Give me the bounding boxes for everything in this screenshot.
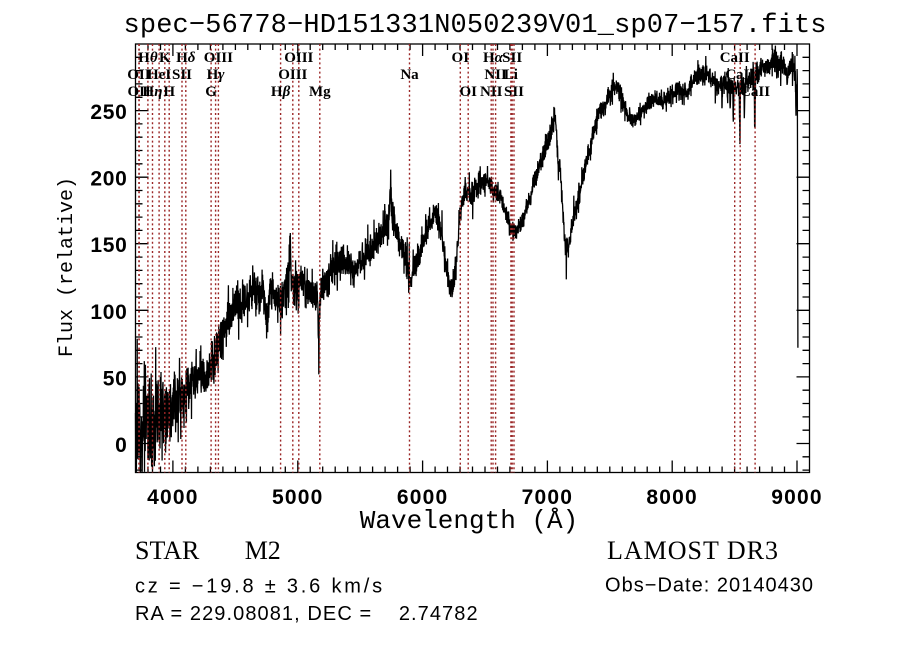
svg-text:Obs−Date: 20140430: Obs−Date: 20140430 — [605, 575, 814, 597]
svg-text:250: 250 — [90, 101, 127, 124]
svg-text:150: 150 — [90, 234, 127, 257]
svg-text:Na: Na — [400, 67, 419, 83]
svg-text:Hα: Hα — [483, 50, 504, 66]
svg-text:RA = 229.08081, DEC = 2.747: RA = 229.08081, DEC = 2.74782 — [135, 603, 479, 625]
svg-text:NII: NII — [484, 67, 507, 83]
svg-text:SII: SII — [502, 50, 522, 66]
svg-text:CaII: CaII — [725, 67, 755, 83]
svg-text:5000: 5000 — [272, 486, 324, 509]
svg-text:K: K — [159, 50, 171, 66]
svg-text:SII: SII — [504, 84, 524, 100]
svg-text:NII: NII — [480, 84, 503, 100]
svg-text:200: 200 — [90, 168, 127, 191]
svg-text:LAMOST DR3: LAMOST DR3 — [607, 536, 779, 565]
svg-text:SII: SII — [172, 67, 192, 83]
svg-text:Hδ: Hδ — [176, 50, 196, 66]
svg-text:OIII: OIII — [204, 50, 233, 66]
svg-text:OIII: OIII — [278, 67, 307, 83]
svg-text:8000: 8000 — [646, 486, 698, 509]
svg-text:7000: 7000 — [522, 486, 574, 509]
svg-text:OI: OI — [452, 50, 470, 66]
svg-text:Hβ: Hβ — [271, 84, 291, 100]
svg-text:9000: 9000 — [771, 486, 823, 509]
svg-text:M2: M2 — [245, 536, 281, 565]
svg-text:Hη: Hη — [143, 84, 163, 100]
svg-text:100: 100 — [90, 301, 127, 324]
svg-text:CaII: CaII — [740, 84, 770, 100]
svg-text:OII: OII — [127, 67, 151, 83]
svg-text:Hθ: Hθ — [138, 50, 158, 66]
svg-text:6000: 6000 — [397, 486, 449, 509]
svg-text:50: 50 — [103, 367, 128, 390]
svg-text:G: G — [205, 84, 217, 100]
svg-text:STAR: STAR — [135, 536, 200, 565]
svg-text:Wavelength (Å): Wavelength (Å) — [360, 506, 578, 536]
svg-text:4000: 4000 — [147, 486, 199, 509]
svg-text:0: 0 — [115, 434, 127, 457]
svg-text:OIII: OIII — [284, 50, 313, 66]
svg-text:Hγ: Hγ — [207, 67, 226, 83]
svg-text:OII: OII — [128, 84, 152, 100]
svg-text:CaII: CaII — [720, 50, 750, 66]
svg-text:cz = −19.8 ± 3.6 km/s: cz = −19.8 ± 3.6 km/s — [135, 576, 385, 598]
svg-text:HeI: HeI — [147, 67, 171, 83]
svg-text:H: H — [163, 84, 175, 100]
svg-text:OI: OI — [459, 84, 477, 100]
svg-text:Li: Li — [504, 67, 518, 83]
svg-text:Mg: Mg — [309, 84, 331, 100]
svg-text:Flux (relative): Flux (relative) — [56, 177, 79, 357]
svg-text:spec−56778−HD151331N050239V01_: spec−56778−HD151331N050239V01_sp07−157.f… — [124, 11, 827, 41]
